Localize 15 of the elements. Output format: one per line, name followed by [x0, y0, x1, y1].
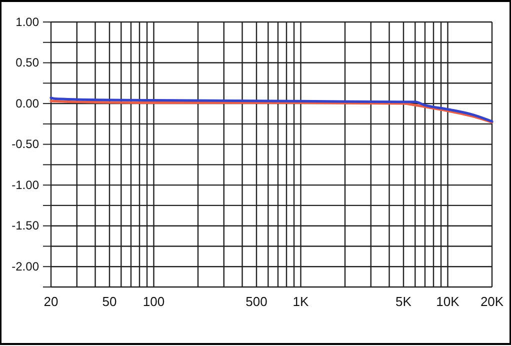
- x-tick-label: 20K: [480, 294, 504, 310]
- y-tick-label: -1.00: [12, 178, 40, 192]
- x-tick-label: 20: [44, 294, 58, 310]
- x-tick-label: 10K: [436, 294, 460, 310]
- y-tick-label: -0.50: [12, 137, 40, 152]
- y-tick-label: -2.00: [12, 259, 40, 274]
- y-tick-label: 0.50: [16, 56, 40, 70]
- x-tick-label: 500: [246, 294, 268, 310]
- x-tick-label: 50: [102, 294, 117, 310]
- y-tick-label: 1.00: [16, 14, 40, 29]
- y-tick-label: -1.50: [12, 218, 40, 233]
- y-tick-label: 0.00: [16, 96, 40, 110]
- x-tick-label: 5K: [396, 294, 412, 310]
- x-tick-label: 1K: [292, 294, 310, 310]
- x-tick-label: 100: [142, 294, 165, 310]
